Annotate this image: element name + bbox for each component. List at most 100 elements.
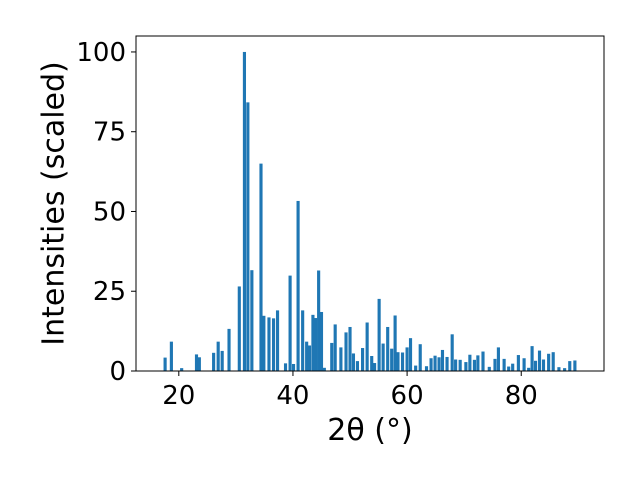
bar <box>381 343 385 371</box>
y-tick-label: 100 <box>76 38 126 68</box>
y-axis-ticks: 0 25 50 75 100 <box>76 38 136 387</box>
bar <box>507 366 511 371</box>
bar <box>541 359 546 371</box>
bar <box>530 346 534 371</box>
bar <box>386 326 390 371</box>
bar <box>267 317 271 371</box>
bar <box>262 315 266 371</box>
bar <box>242 51 247 371</box>
bar <box>547 353 551 371</box>
bar <box>330 342 334 371</box>
bar <box>361 348 365 371</box>
bar <box>169 341 173 371</box>
bar <box>390 348 394 371</box>
axes-frame <box>135 35 605 372</box>
bar <box>333 324 337 371</box>
bar <box>502 358 506 371</box>
bar <box>405 347 409 371</box>
bar <box>250 270 254 371</box>
bar <box>476 355 480 371</box>
bar <box>496 347 500 371</box>
x-axis-label: 2θ (°) <box>327 413 412 448</box>
bar <box>522 358 526 371</box>
x-tick-label: 80 <box>505 381 538 411</box>
bar <box>344 332 348 371</box>
bar <box>275 310 280 371</box>
y-axis-label: Intensities (scaled) <box>37 61 72 346</box>
bar <box>573 360 577 371</box>
bar <box>307 345 312 371</box>
bar <box>440 349 445 371</box>
bar <box>511 363 515 371</box>
bar <box>348 326 352 371</box>
bar <box>433 355 437 371</box>
bar <box>259 163 263 371</box>
bar <box>227 328 231 371</box>
bar <box>400 352 405 371</box>
bar <box>216 341 220 371</box>
bar <box>493 358 497 371</box>
bar <box>355 361 360 371</box>
bar <box>568 361 572 371</box>
bar <box>377 298 381 371</box>
bar <box>365 322 369 371</box>
bar <box>197 357 201 371</box>
x-tick-label: 20 <box>162 381 195 411</box>
bar <box>537 350 542 371</box>
bar <box>246 102 250 371</box>
bar <box>445 356 449 371</box>
bar <box>317 270 321 371</box>
bar <box>339 347 343 371</box>
bar <box>408 338 413 371</box>
bar <box>481 351 485 371</box>
bar <box>464 362 468 371</box>
bar <box>180 368 184 371</box>
bar <box>288 275 292 371</box>
y-tick-label: 75 <box>93 118 126 148</box>
bar <box>414 365 418 371</box>
bar <box>311 314 315 371</box>
bar <box>533 360 538 371</box>
bar <box>418 344 422 371</box>
x-tick-label: 40 <box>276 381 309 411</box>
bar <box>237 286 241 371</box>
bar <box>283 363 288 371</box>
bar <box>296 200 300 371</box>
bar <box>527 367 531 371</box>
bar <box>468 354 472 371</box>
bars <box>163 51 577 371</box>
bar <box>557 367 561 371</box>
bar <box>370 356 374 371</box>
bar <box>458 359 462 371</box>
bar <box>305 341 309 371</box>
y-tick-label: 50 <box>93 197 126 227</box>
bar <box>372 363 377 371</box>
bar <box>424 366 429 371</box>
x-axis-ticks: 20 40 60 80 <box>162 371 538 411</box>
y-tick-label: 25 <box>93 277 126 307</box>
bar <box>314 318 318 371</box>
bar <box>271 318 276 371</box>
x-tick-label: 60 <box>391 381 424 411</box>
bar <box>194 354 199 371</box>
bar <box>212 352 216 371</box>
bar <box>487 366 491 371</box>
bar <box>220 350 224 371</box>
bar <box>393 315 397 371</box>
bar <box>291 363 296 371</box>
bar <box>319 311 324 371</box>
bar <box>472 359 477 371</box>
bar <box>351 353 356 371</box>
bar <box>437 357 441 371</box>
bar <box>450 334 454 371</box>
bar <box>563 368 567 371</box>
bar <box>163 357 167 371</box>
bar <box>301 310 305 371</box>
bar <box>322 367 326 371</box>
bar <box>396 352 400 371</box>
bar <box>429 358 433 371</box>
bar <box>454 359 458 371</box>
y-tick-label: 0 <box>109 357 126 387</box>
bar <box>551 352 555 371</box>
